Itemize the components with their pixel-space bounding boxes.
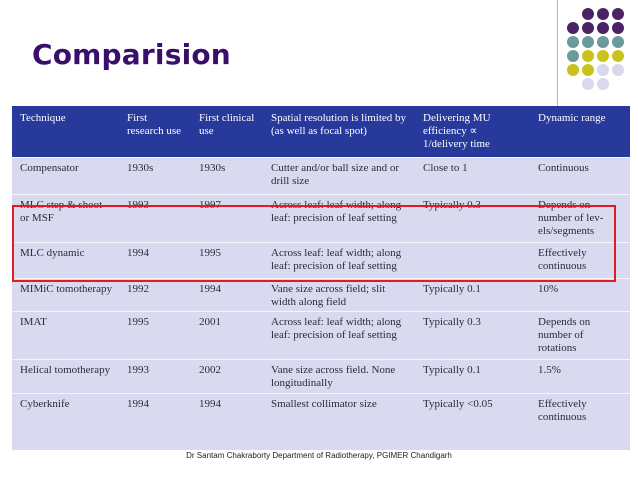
cell-spatial-resolution: Across leaf: leaf width; along leaf: pre… [271, 247, 402, 272]
cell-dynamic-range: Continuous [538, 162, 589, 174]
cell-technique: MIMiC tomotherapy [20, 283, 112, 295]
decorative-dot [567, 36, 579, 48]
cell-dynamic-range: 10% [538, 283, 559, 295]
decorative-dot [612, 50, 624, 62]
comparison-table: Technique First research use First clini… [12, 106, 630, 428]
slide-title: Comparision [32, 38, 231, 71]
table-row: Cyberknife 1994 1994 Smallest collimator… [12, 393, 630, 428]
decorative-dot [582, 22, 594, 34]
cell-research-year: 1930s [127, 162, 154, 174]
cell-mu-efficiency: Typically 0.3 [423, 199, 481, 211]
cell-technique: MLC dynamic [20, 247, 85, 259]
table-row: MLC dynamic 1994 1995 Across leaf: leaf … [12, 242, 630, 279]
cell-mu-efficiency: Close to 1 [423, 162, 468, 174]
cell-mu-efficiency: Typically 0.1 [423, 364, 481, 376]
cell-mu-efficiency: Typically 0.1 [423, 283, 481, 295]
decorative-dot [597, 50, 609, 62]
table-row: MIMiC tomotherapy 1992 1994 Vane size ac… [12, 278, 630, 312]
header-dynamic-range: Dynamic range [530, 106, 630, 158]
cell-clinical-year: 1994 [199, 283, 221, 295]
header-spatial-resolution: Spatial resolution is limited by (as wel… [263, 106, 415, 158]
cell-research-year: 1994 [127, 398, 149, 410]
comparison-table-container: Technique First research use First clini… [12, 106, 630, 450]
decorative-dot [597, 22, 609, 34]
table-header-row: Technique First research use First clini… [12, 106, 630, 158]
header-mu-efficiency: Delivering MU efficiency ∝ 1/delivery ti… [415, 106, 530, 158]
decorative-dot [567, 64, 579, 76]
cell-spatial-resolution: Across leaf: leaf width; along leaf: pre… [271, 316, 402, 341]
cell-mu-efficiency [415, 243, 530, 279]
cell-technique: Compensator [20, 162, 79, 174]
decorative-divider [557, 0, 558, 122]
cell-clinical-year: 1995 [199, 247, 221, 259]
cell-technique: Helical tomotherapy [20, 364, 111, 376]
cell-research-year: 1993 [127, 199, 149, 211]
decorative-dot [612, 8, 624, 20]
cell-dynamic-range: Depends on number of lev-els/segments [538, 199, 604, 237]
decorative-dot [582, 8, 594, 20]
decorative-dot [567, 50, 579, 62]
table-row: IMAT 1995 2001 Across leaf: leaf width; … [12, 311, 630, 360]
header-technique: Technique [12, 106, 119, 158]
decorative-dot [597, 36, 609, 48]
cell-research-year: 1994 [127, 247, 149, 259]
cell-technique: MLC step & shoot or MSF [20, 199, 103, 224]
cell-mu-efficiency: Typically 0.3 [423, 316, 481, 328]
table-row: Compensator 1930s 1930s Cutter and/or ba… [12, 157, 630, 195]
decorative-dot [582, 36, 594, 48]
cell-research-year: 1992 [127, 283, 149, 295]
cell-clinical-year: 1994 [199, 398, 221, 410]
decorative-dot [582, 64, 594, 76]
decorative-dot [597, 8, 609, 20]
cell-dynamic-range: Effectively continuous [538, 398, 587, 423]
cell-dynamic-range: Depends on number of rotations [538, 316, 591, 354]
decorative-dot [612, 36, 624, 48]
cell-clinical-year: 2002 [199, 364, 221, 376]
cell-spatial-resolution: Vane size across field. None longitudina… [271, 364, 396, 389]
decorative-dot [582, 78, 594, 90]
cell-clinical-year: 2001 [199, 316, 221, 328]
table-row: Helical tomotherapy 1993 2002 Vane size … [12, 359, 630, 394]
decorative-dot [597, 64, 609, 76]
footer-credit: Dr Santam Chakraborty Department of Radi… [186, 451, 452, 460]
cell-clinical-year: 1930s [199, 162, 226, 174]
cell-spatial-resolution: Cutter and/or ball size and or drill siz… [271, 162, 399, 187]
cell-spatial-resolution: Smallest collimator size [271, 398, 377, 410]
decorative-dot [582, 50, 594, 62]
decorative-dot [597, 78, 609, 90]
cell-technique: Cyberknife [20, 398, 70, 410]
cell-spatial-resolution: Across leaf: leaf width; along leaf: pre… [271, 199, 402, 224]
cell-technique: IMAT [20, 316, 47, 328]
table-row: MLC step & shoot or MSF 1993 1997 Across… [12, 194, 630, 243]
decorative-dot [612, 64, 624, 76]
cell-dynamic-range: 1.5% [538, 364, 561, 376]
decorative-dot-grid [567, 8, 629, 98]
decorative-dot [567, 22, 579, 34]
cell-mu-efficiency: Typically <0.05 [423, 398, 493, 410]
decorative-dot [612, 22, 624, 34]
cell-dynamic-range: Effectively continuous [538, 247, 587, 272]
cell-spatial-resolution: Vane size across field; slit width along… [271, 283, 386, 308]
header-first-research-use: First research use [119, 106, 191, 158]
header-first-clinical-use: First clinical use [191, 106, 263, 158]
cell-clinical-year: 1997 [199, 199, 221, 211]
cell-research-year: 1995 [127, 316, 149, 328]
cell-research-year: 1993 [127, 364, 149, 376]
